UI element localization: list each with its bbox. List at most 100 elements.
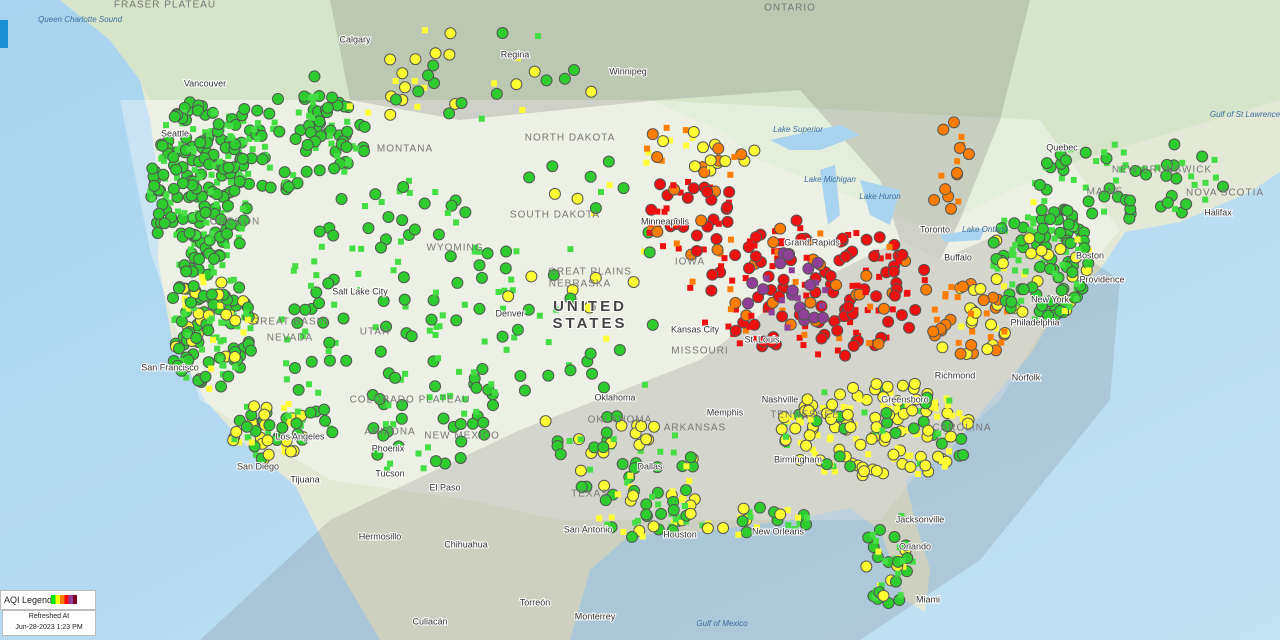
sensor (390, 267, 397, 274)
sensor (270, 126, 277, 133)
aqi-monitor (1082, 195, 1095, 208)
sensor (232, 364, 239, 371)
aqi-monitor (176, 177, 189, 190)
sensor (797, 439, 804, 446)
sensor (193, 232, 200, 239)
aqi-monitor (977, 294, 990, 307)
sensor (245, 434, 252, 441)
aqi-monitor (928, 194, 941, 207)
aqi-monitor (974, 282, 987, 295)
aqi-monitor (221, 227, 234, 240)
sensor (958, 323, 965, 330)
aqi-monitor (870, 464, 883, 477)
sensor (290, 267, 297, 274)
aqi-monitor (199, 370, 212, 383)
sensor (294, 408, 301, 415)
sensor (315, 389, 322, 396)
aqi-monitor (511, 323, 524, 336)
aqi-monitor (583, 301, 596, 314)
sensor (949, 412, 956, 419)
sensor (946, 397, 953, 404)
sensor (432, 289, 439, 296)
sensor (992, 325, 999, 332)
side-tab[interactable] (0, 20, 8, 48)
aqi-monitor (947, 116, 960, 129)
aqi-monitor (746, 276, 759, 289)
sensor (211, 109, 218, 116)
sensor (1074, 236, 1081, 243)
sensor (897, 592, 904, 599)
aqi-monitor (701, 522, 714, 535)
sensor (809, 446, 816, 453)
sensor (900, 563, 907, 570)
aqi-monitor (719, 155, 732, 168)
sensor (748, 312, 755, 319)
sensor (896, 257, 903, 264)
aqi-monitor (833, 450, 846, 463)
sensor (677, 189, 684, 196)
sensor (357, 287, 364, 294)
aqi-monitor (191, 104, 204, 117)
place-label: MISSOURI (671, 346, 728, 357)
sensor (247, 325, 254, 332)
aqi-legend[interactable]: AQI Legend (0, 590, 96, 610)
place-label: Torreón (520, 597, 551, 607)
sensor (161, 157, 168, 164)
sensor (610, 436, 617, 443)
aqi-monitor (158, 217, 171, 230)
aqi-monitor (263, 419, 276, 432)
sensor (461, 301, 468, 308)
aqi-monitor (292, 383, 305, 396)
aqi-monitor (1129, 164, 1142, 177)
aqi-monitor (490, 87, 503, 100)
place-label: ARKANSAS (664, 423, 726, 434)
aqi-monitor (313, 164, 326, 177)
sensor (284, 336, 291, 343)
aqi-monitor (437, 412, 450, 425)
place-label: NORTH DAKOTA (525, 133, 616, 144)
aqi-monitor (1042, 309, 1055, 322)
sensor (1191, 181, 1198, 188)
aqi-monitor (955, 432, 968, 445)
sensor (718, 263, 725, 270)
sensor (472, 244, 479, 251)
sensor (784, 324, 791, 331)
aqi-monitor (657, 135, 670, 148)
aqi-monitor (166, 291, 179, 304)
sensor (840, 403, 847, 410)
sensor (880, 402, 887, 409)
place-label: OREGON (210, 217, 260, 228)
aqi-monitor (429, 47, 442, 60)
aqi-monitor (335, 193, 348, 206)
sensor (750, 335, 757, 342)
sensor (188, 246, 195, 253)
sensor (358, 245, 365, 252)
sensor (994, 265, 1001, 272)
sensor (669, 488, 676, 495)
aqi-monitor (710, 232, 723, 245)
sensor (699, 522, 706, 529)
sensor (797, 225, 804, 232)
aqi-monitor (954, 347, 967, 360)
sensor (545, 339, 552, 346)
sensor (228, 134, 235, 141)
aqi-monitor (496, 26, 509, 39)
aqi-monitor (271, 92, 284, 105)
sensor (426, 327, 433, 334)
sensor (634, 517, 641, 524)
sensor (914, 470, 921, 477)
aqi-monitor (729, 296, 742, 309)
aqi-monitor (640, 433, 653, 446)
aqi-monitor (369, 188, 382, 201)
sensor (1051, 235, 1058, 242)
sensor (933, 316, 940, 323)
place-label: Monterrey (575, 611, 616, 621)
aqi-monitor (695, 214, 708, 227)
aqi-monitor (399, 81, 412, 94)
sensor (686, 477, 693, 484)
sensor (831, 412, 838, 419)
aqi-monitor (444, 27, 457, 40)
sensor (596, 515, 603, 522)
sensor (185, 305, 192, 312)
